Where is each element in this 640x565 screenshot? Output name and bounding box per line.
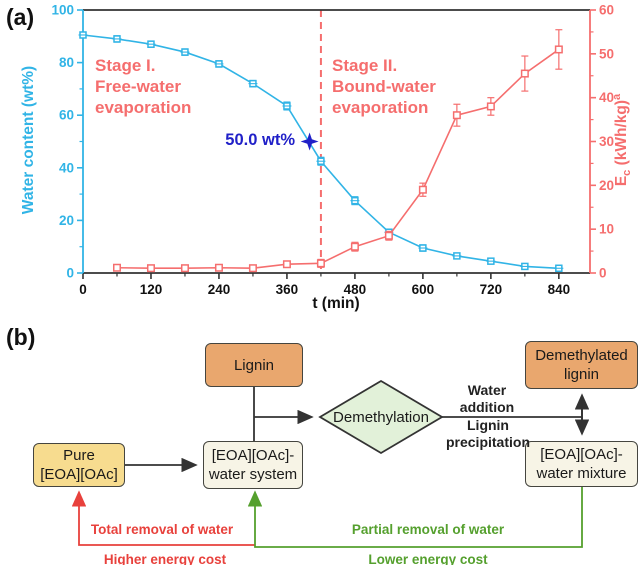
svg-text:60: 60 bbox=[599, 3, 614, 18]
svg-text:120: 120 bbox=[140, 282, 163, 297]
stage1-annotation: Stage I. Free-water evaporation bbox=[95, 56, 192, 117]
fifty-percent-star-marker bbox=[300, 132, 319, 151]
x-axis-ticks: 0 120 240 360 480 600 720 840 bbox=[79, 273, 570, 297]
svg-text:0: 0 bbox=[599, 266, 607, 281]
svg-text:360: 360 bbox=[276, 282, 299, 297]
node-pure-eoa-oac: Pure [EOA][OAc] bbox=[33, 443, 125, 487]
svg-text:20: 20 bbox=[599, 178, 614, 193]
svg-text:80: 80 bbox=[59, 55, 74, 70]
lignin-precipitation-label: Lignin precipitation bbox=[445, 417, 530, 450]
node-eoa-oac-water-mixture: [EOA][OAc]- water mixture bbox=[525, 441, 638, 487]
node-lignin: Lignin bbox=[205, 343, 303, 387]
svg-text:30: 30 bbox=[599, 134, 614, 149]
node-demethylated-lignin: Demethylated lignin bbox=[525, 341, 638, 389]
partial-removal-label: Partial removal of water bbox=[351, 522, 505, 537]
svg-text:40: 40 bbox=[59, 160, 74, 175]
water-addition-label: Water addition bbox=[459, 382, 515, 415]
svg-text:240: 240 bbox=[208, 282, 231, 297]
demethylation-diamond bbox=[318, 379, 444, 455]
lower-energy-cost-label: Lower energy cost bbox=[368, 552, 488, 565]
stage2-annotation: Stage II. Bound-water evaporation bbox=[332, 56, 436, 117]
water-content-energy-chart: 0 120 240 360 480 600 720 840 0 20 40 60 80 100 0 10 20 3… bbox=[51, 3, 614, 298]
edge-total-removal bbox=[71, 490, 255, 546]
demethylation-label: Demethylation bbox=[333, 408, 429, 426]
right-axis-ticks: 0 10 20 30 40 50 60 bbox=[590, 3, 614, 281]
svg-text:840: 840 bbox=[548, 282, 571, 297]
left-axis-ticks: 0 20 40 60 80 100 bbox=[51, 3, 83, 281]
svg-text:40: 40 bbox=[599, 90, 614, 105]
series-energy-consumption bbox=[112, 29, 563, 273]
svg-text:720: 720 bbox=[480, 282, 503, 297]
panel-a-label: (a) bbox=[6, 4, 35, 30]
svg-text:50: 50 bbox=[599, 46, 614, 61]
edge-partial-removal bbox=[247, 487, 583, 548]
fifty-wt-annotation: 50.0 wt% bbox=[225, 131, 295, 149]
svg-text:20: 20 bbox=[59, 213, 74, 228]
x-axis-title: t (min) bbox=[312, 295, 360, 312]
higher-energy-cost-label: Higher energy cost bbox=[103, 552, 227, 565]
svg-text:0: 0 bbox=[66, 266, 74, 281]
panel-b-label: (b) bbox=[6, 324, 36, 350]
svg-text:0: 0 bbox=[79, 282, 87, 297]
svg-text:600: 600 bbox=[412, 282, 435, 297]
svg-text:100: 100 bbox=[51, 3, 74, 18]
svg-text:480: 480 bbox=[344, 282, 367, 297]
node-eoa-oac-water-system: [EOA][OAc]- water system bbox=[203, 441, 303, 489]
svg-text:10: 10 bbox=[599, 222, 614, 237]
svg-text:60: 60 bbox=[59, 108, 74, 123]
total-removal-label: Total removal of water bbox=[90, 522, 234, 537]
